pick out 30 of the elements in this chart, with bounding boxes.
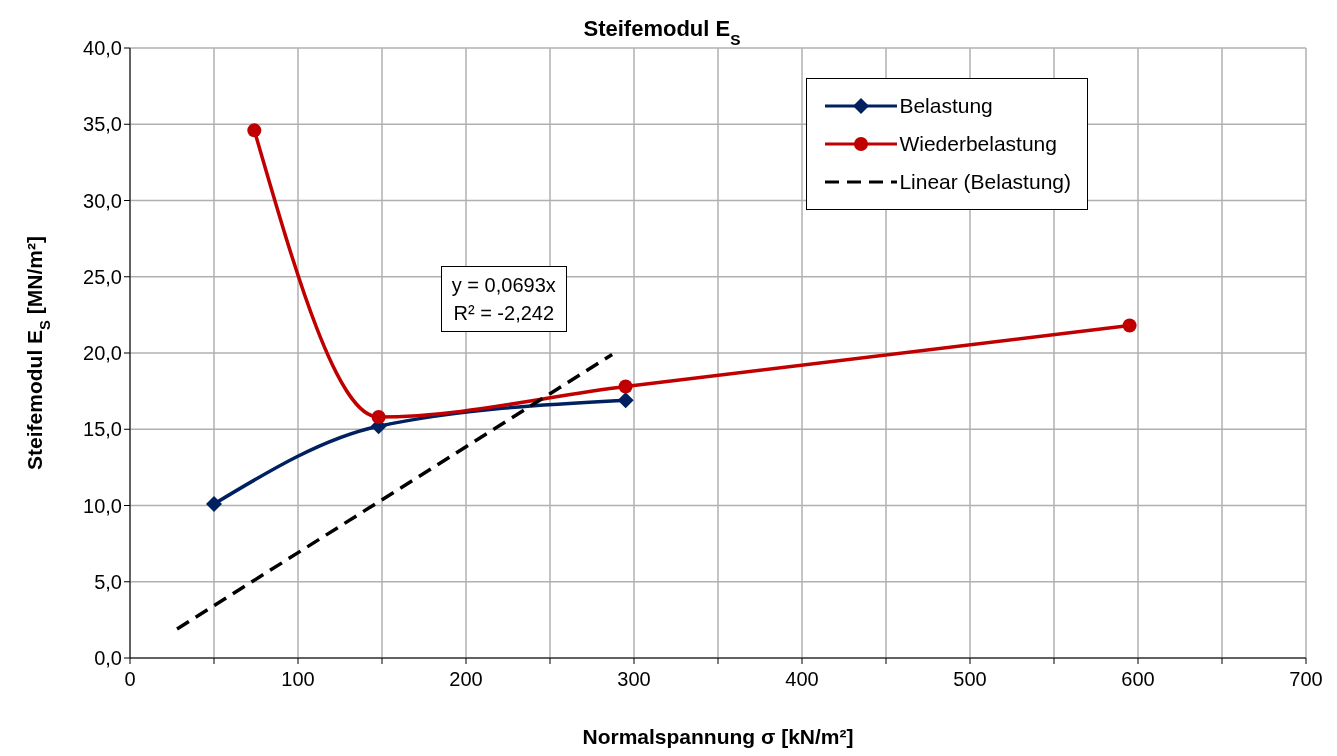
- x-tick-label: 400: [785, 668, 819, 691]
- point: [1122, 318, 1137, 333]
- annotation: y = 0,0693x: [451, 273, 556, 299]
- legend-label: Linear (Belastung): [899, 170, 1071, 194]
- y-tick-label: 25,0: [83, 265, 122, 288]
- legend-label: Wiederbelastung: [899, 132, 1057, 156]
- y-tick-label: 40,0: [83, 37, 122, 60]
- x-tick-label: 300: [617, 668, 651, 691]
- x-tick-label: 200: [449, 668, 483, 691]
- y-tick-label: 30,0: [83, 189, 122, 212]
- y-tick-label: 20,0: [83, 342, 122, 365]
- x-axis-title: Normalspannung σ [kN/m²]: [582, 725, 854, 748]
- x-tick-label: 700: [1289, 668, 1323, 691]
- point: [618, 379, 633, 394]
- point: [617, 392, 634, 409]
- x-tick-label: 500: [953, 668, 987, 691]
- point: [206, 495, 222, 512]
- x-tick-label: 0: [124, 668, 136, 691]
- x-tick-label: 100: [281, 668, 315, 691]
- point: [371, 410, 386, 425]
- y-tick-label: 0,0: [94, 647, 122, 670]
- legend-label: Belastung: [899, 94, 993, 118]
- y-tick-label: 5,0: [94, 570, 122, 593]
- y-tick-label: 35,0: [83, 113, 122, 136]
- x-tick-label: 600: [1121, 668, 1155, 691]
- y-tick-label: 10,0: [83, 494, 122, 517]
- y-tick-label: 15,0: [83, 418, 122, 441]
- chart-title: Steifemodul E$_{S}$: [583, 16, 741, 48]
- annotation: R² = -2,242: [452, 301, 556, 327]
- point: [247, 123, 262, 138]
